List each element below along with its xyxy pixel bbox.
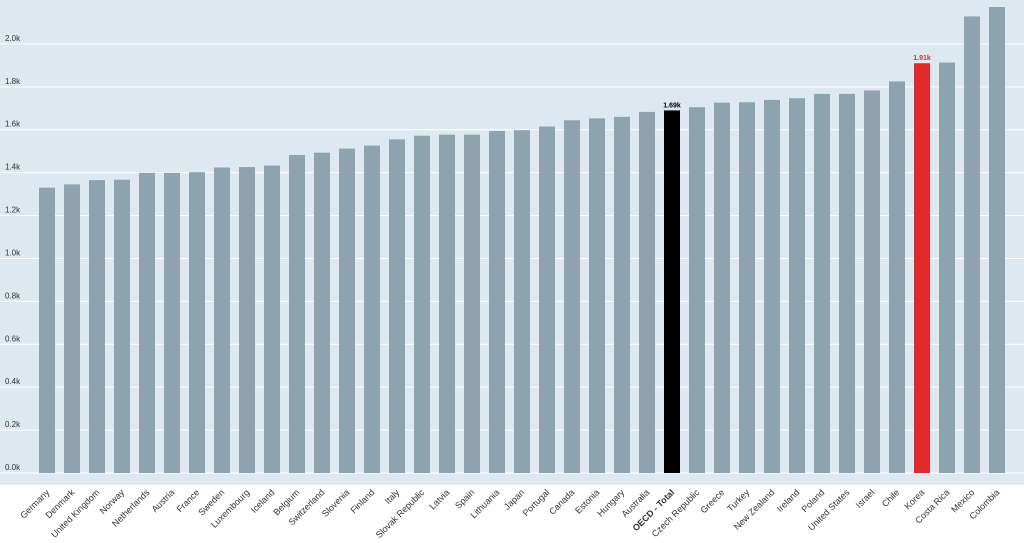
- x-tick-label-spain: Spain: [453, 487, 476, 510]
- bar-slovak-republic: [414, 135, 430, 473]
- bar-new-zealand: [764, 99, 780, 473]
- y-tick-label: 1.0k: [5, 248, 21, 257]
- bar-germany: [39, 187, 55, 473]
- bar-czech-republic: [689, 107, 705, 473]
- bar-belgium: [289, 155, 305, 473]
- bar-sweden: [214, 167, 230, 473]
- y-tick-label: 1.4k: [5, 163, 21, 172]
- bar-spain: [464, 134, 480, 474]
- bar-chile: [889, 81, 905, 474]
- bar-portugal: [539, 126, 555, 473]
- bar-poland: [814, 93, 830, 473]
- x-tick-label-chile: Chile: [880, 487, 902, 509]
- y-tick-label: 1.2k: [5, 206, 21, 215]
- bar-canada: [564, 120, 580, 474]
- bar-colombia: [989, 7, 1005, 474]
- y-tick-label: 0.2k: [5, 420, 21, 429]
- bar-estonia: [589, 118, 605, 474]
- bar-italy: [389, 139, 405, 473]
- x-tick-label-slovenia: Slovenia: [320, 487, 351, 518]
- bar-greece: [714, 102, 730, 473]
- y-tick-label: 0.6k: [5, 334, 21, 343]
- x-tick-label-portugal: Portugal: [521, 487, 552, 518]
- x-tick-label-finland: Finland: [348, 487, 376, 515]
- bars: [39, 7, 1005, 474]
- y-axis-tick-labels: 0.0k 0.2k 0.4k 0.6k 0.8k 1.0k 1.2k 1.4k 1.6k 1.8k…: [5, 34, 21, 472]
- bar-netherlands: [139, 172, 155, 474]
- data-label-oecd-total: 1.69k: [663, 102, 681, 109]
- bar-finland: [364, 145, 380, 473]
- y-tick-label: 1.6k: [5, 120, 21, 129]
- bar-israel: [864, 90, 880, 473]
- x-tick-label-austria: Austria: [150, 487, 177, 514]
- bar-iceland: [264, 165, 280, 473]
- bar-norway: [114, 179, 130, 473]
- y-tick-label: 0.0k: [5, 463, 21, 472]
- x-tick-label-canada: Canada: [547, 487, 576, 516]
- bar-lithuania: [489, 131, 505, 474]
- bar-slovenia: [339, 148, 355, 473]
- x-tick-label-israel: Israel: [854, 487, 877, 510]
- bar-turkey: [739, 102, 755, 474]
- data-label-korea: 1.91k: [913, 55, 931, 62]
- bar-france: [189, 172, 205, 473]
- x-tick-label-greece: Greece: [698, 487, 726, 515]
- bar-united-states: [839, 93, 855, 473]
- bar-united-kingdom: [89, 180, 105, 474]
- bar-hungary: [614, 116, 630, 473]
- bar-korea: [914, 63, 930, 474]
- bar-latvia: [439, 134, 455, 474]
- bar-australia: [639, 111, 655, 474]
- bar-japan: [514, 130, 530, 473]
- bar-denmark: [64, 184, 80, 473]
- data-labels: 1.69k 1.91k: [663, 55, 931, 109]
- bar-mexico: [964, 16, 980, 474]
- bar-oecd-total: [664, 110, 680, 473]
- y-tick-label: 0.8k: [5, 291, 21, 300]
- y-tick-label: 0.4k: [5, 377, 21, 386]
- bar-austria: [164, 172, 180, 474]
- bar-ireland: [789, 98, 805, 474]
- bar-luxembourg: [239, 167, 255, 474]
- x-tick-label-latvia: Latvia: [427, 487, 451, 511]
- bar-switzerland: [314, 152, 330, 473]
- x-tick-label-italy: Italy: [383, 487, 402, 506]
- y-tick-label: 2.0k: [5, 34, 21, 43]
- bar-costa-rica: [939, 62, 955, 473]
- x-tick-label-ireland: Ireland: [775, 487, 802, 514]
- y-tick-label: 1.8k: [5, 77, 21, 86]
